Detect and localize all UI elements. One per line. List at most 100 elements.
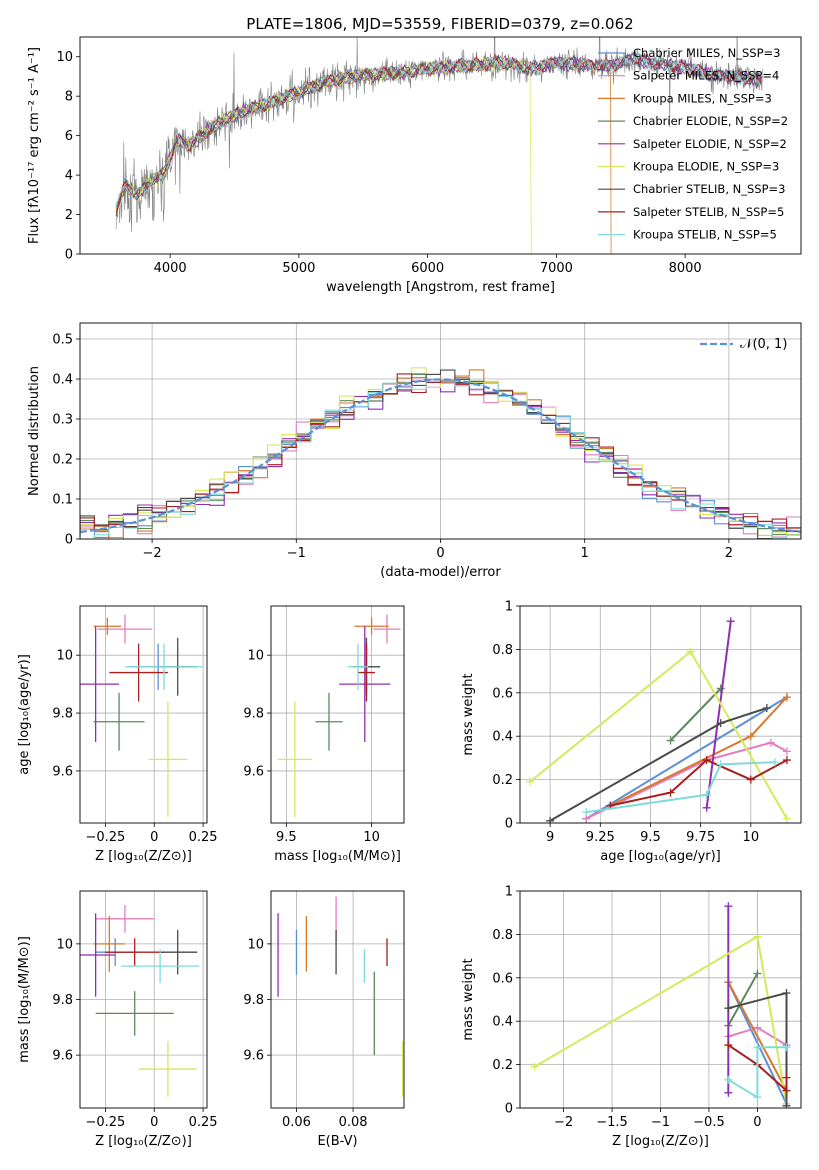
point-marker-salpeter_miles xyxy=(782,747,791,756)
y-tick-label: 0.2 xyxy=(492,1058,513,1073)
point-marker-salpeter_elodie xyxy=(702,803,711,812)
point-marker-kroupa_elodie xyxy=(782,814,791,823)
model-spectrum-chabrier_stelib xyxy=(115,53,763,217)
plot-frame xyxy=(79,890,208,1109)
x-tick-label: 10 xyxy=(363,830,380,845)
mass-vs-ebv-panel: 0.06 0.08 9.6 9.8 10 E(B-V) xyxy=(243,890,405,1149)
x-tick-label: −0.5 xyxy=(693,1115,725,1130)
normal-curve-line xyxy=(80,378,801,534)
legend-label: Chabrier MILES, N_SSP=3 xyxy=(633,46,780,60)
legend-label: Salpeter ELODIE, N_SSP=2 xyxy=(633,137,787,151)
model-spectrum-kroupa_elodie xyxy=(115,57,532,254)
y-tick-label: 0 xyxy=(505,817,513,832)
y-tick-label: 9.6 xyxy=(243,1049,264,1064)
y-tick-label: 0.5 xyxy=(52,333,73,348)
spectrum-title: PLATE=1806, MJD=53559, FIBERID=0379, z=0… xyxy=(246,15,633,33)
point-marker-salpeter_elodie xyxy=(724,902,733,911)
mass-vs-metallicity-panel: −0.25 0 0.25 9.6 9.8 10 Z [log₁₀(Z/Z⊙)] mass [l… xyxy=(17,890,218,1149)
point-marker-salpeter_elodie xyxy=(724,1088,733,1097)
x-tick-label: 9.25 xyxy=(586,830,615,845)
series-line-salpeter_miles xyxy=(585,741,788,820)
y-tick-label: 0.4 xyxy=(52,373,73,388)
x-tick-label: 4000 xyxy=(154,261,187,276)
mass-weight-vs-metallicity-panel: −2 −1.5 −1 −0.5 0 0 0.2 0.4 0.6 0.8 1 Z [log₁₀(Z/Z⊙… xyxy=(461,885,802,1149)
x-tick-label: −1.5 xyxy=(596,1115,628,1130)
y-tick-label: 0.3 xyxy=(52,413,73,428)
legend-label: Salpeter MILES, N_SSP=4 xyxy=(633,69,779,83)
point-marker-chabrier_stelib xyxy=(782,988,791,997)
point-marker-chabrier_stelib xyxy=(546,816,555,823)
point-marker-kroupa_stelib xyxy=(770,758,779,767)
y-tick-label: 0.8 xyxy=(492,643,513,658)
plot-frame xyxy=(519,605,802,824)
point-marker-salpeter_stelib xyxy=(746,775,755,784)
point-marker-kroupa_stelib xyxy=(716,760,725,769)
point-marker-chabrier_elodie xyxy=(716,684,725,693)
x-tick-label: 0.25 xyxy=(189,830,218,845)
model-spectrum-kroupa_miles xyxy=(115,55,612,254)
y-tick-label: 9.6 xyxy=(52,764,73,779)
x-tick-label: 0.08 xyxy=(339,1115,368,1130)
y-axis-label: mass [log₁₀(M/M⊙)] xyxy=(17,936,32,1063)
x-tick-label: 0 xyxy=(150,830,158,845)
plot-area xyxy=(80,614,204,818)
point-marker-chabrier_stelib xyxy=(716,719,725,728)
x-axis-label: mass [log₁₀(M/M⊙)] xyxy=(274,849,401,864)
y-axis-label: age [log₁₀(age/yr)] xyxy=(17,654,32,775)
point-marker-salpeter_miles xyxy=(766,738,775,747)
point-marker-salpeter_miles xyxy=(753,1023,762,1032)
y-tick-label: 0.4 xyxy=(492,730,513,745)
point-marker-kroupa_stelib xyxy=(753,1043,762,1052)
age-vs-metallicity-panel: −0.25 0 0.25 9.6 9.8 10 Z [log₁₀(Z/Z⊙)] age [lo… xyxy=(17,605,218,864)
x-tick-label: −2 xyxy=(554,1115,573,1130)
point-marker-chabrier_stelib xyxy=(762,703,771,712)
point-marker-kroupa_elodie xyxy=(530,1062,539,1071)
point-marker-kroupa_elodie xyxy=(526,777,535,786)
y-tick-label: 0 xyxy=(65,533,73,548)
x-tick-label: −2 xyxy=(143,546,162,561)
x-tick-label: 9.5 xyxy=(640,830,661,845)
x-tick-label: 7000 xyxy=(540,261,573,276)
y-axis-label: mass weight xyxy=(461,958,476,1040)
x-tick-label: 9.5 xyxy=(276,830,297,845)
y-tick-label: 0.6 xyxy=(492,686,513,701)
x-axis-label: Z [log₁₀(Z/Z⊙)] xyxy=(95,1134,192,1149)
y-axis-label: Normed distribution xyxy=(27,366,42,496)
y-tick-label: 10 xyxy=(247,937,264,952)
y-tick-label: 0 xyxy=(65,248,73,263)
plot-area xyxy=(277,896,404,1097)
y-tick-label: 0.2 xyxy=(52,453,73,468)
x-tick-label: 6000 xyxy=(411,261,444,276)
x-axis-label: wavelength [Angstrom, rest frame] xyxy=(326,280,555,295)
point-marker-salpeter_elodie xyxy=(726,617,735,626)
point-marker-salpeter_stelib xyxy=(782,1086,791,1095)
series-line-salpeter_stelib xyxy=(727,1044,788,1093)
y-tick-label: 1 xyxy=(505,600,513,615)
plot-frame xyxy=(79,36,802,255)
point-marker-kroupa_stelib xyxy=(582,808,591,817)
y-tick-label: 0 xyxy=(505,1102,513,1117)
point-marker-kroupa_elodie xyxy=(753,932,762,941)
plot-frame xyxy=(79,322,802,540)
y-tick-label: 10 xyxy=(247,649,264,664)
series-line-kroupa_stelib xyxy=(727,1046,787,1099)
plot-frame xyxy=(270,605,405,824)
point-marker-kroupa_miles xyxy=(746,732,755,741)
point-marker-salpeter_stelib xyxy=(782,1073,791,1082)
y-tick-label: 10 xyxy=(56,937,73,952)
x-tick-label: 0 xyxy=(436,546,444,561)
point-marker-chabrier_stelib xyxy=(724,1004,733,1013)
y-tick-label: 9.6 xyxy=(243,764,264,779)
x-axis-label: Z [log₁₀(Z/Z⊙)] xyxy=(95,849,192,864)
legend-label: Kroupa STELIB, N_SSP=5 xyxy=(633,228,777,242)
y-tick-label: 9.8 xyxy=(243,993,264,1008)
series-line-salpeter_stelib xyxy=(610,758,788,807)
y-tick-label: 2 xyxy=(65,208,73,223)
x-tick-label: −1 xyxy=(287,546,306,561)
model-spectrum-kroupa_stelib xyxy=(115,51,763,208)
series-line-chabrier_elodie xyxy=(727,973,759,1026)
legend-label: Kroupa MILES, N_SSP=3 xyxy=(633,91,772,105)
series-line-chabrier_miles xyxy=(727,981,788,1105)
point-marker-chabrier_elodie xyxy=(753,969,762,978)
residuals-histogram-panel: −2 −1 0 1 2 0 0.1 0.2 0.3 0.4 0.5 (data-model)/erro… xyxy=(27,322,802,580)
